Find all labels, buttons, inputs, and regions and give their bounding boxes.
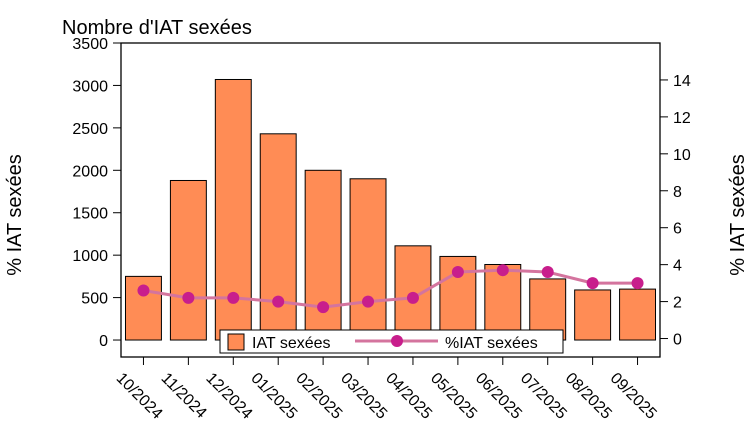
- x-tick-label: 06/2025: [472, 370, 525, 423]
- x-tick-label: 07/2025: [517, 370, 570, 423]
- legend-line-label: %IAT sexées: [445, 335, 538, 352]
- line-point: [182, 291, 195, 304]
- legend-line-marker: [391, 335, 403, 347]
- bar: [124, 275, 162, 341]
- bar: [169, 179, 207, 341]
- x-tick-label: 11/2024: [158, 370, 210, 422]
- line-series: [143, 268, 638, 309]
- line-point: [541, 266, 554, 279]
- line-point: [272, 295, 285, 308]
- line-point: [586, 277, 599, 290]
- right-tick-label: 10: [673, 147, 691, 164]
- line-point: [496, 264, 509, 277]
- right-tick-label: 14: [673, 73, 691, 90]
- right-tick-label: 2: [673, 295, 682, 312]
- left-tick-label: 2000: [72, 163, 108, 180]
- left-tick-label: 1500: [72, 206, 108, 223]
- x-tick-label: 12/2024: [202, 370, 255, 423]
- line-point: [406, 291, 419, 304]
- bar: [484, 263, 522, 341]
- y-axis-right-label: % IAT sexées: [727, 154, 749, 276]
- line-point: [317, 301, 330, 314]
- x-tick-label: 10/2024: [113, 370, 166, 423]
- x-tick-label: 08/2025: [562, 370, 615, 423]
- legend-bar-swatch: [227, 333, 245, 351]
- left-tick-label: 2500: [72, 121, 108, 138]
- bar: [304, 169, 342, 341]
- legend-bar-label: IAT sexées: [252, 335, 331, 352]
- bar: [349, 178, 387, 341]
- left-axis: 0 500 1000 1500 2000 2500 3000 3500: [72, 36, 121, 350]
- legend: IAT sexées %IAT sexées: [219, 329, 564, 354]
- right-tick-label: 12: [673, 110, 691, 127]
- bar: [259, 133, 297, 341]
- bar: [574, 289, 612, 341]
- left-tick-label: 3000: [72, 78, 108, 95]
- right-axis: 0 2 4 6 8 10 12 14: [660, 73, 691, 349]
- x-tick-label: 05/2025: [427, 370, 480, 423]
- x-axis: 10/202411/202412/202401/202502/202503/20…: [113, 357, 660, 423]
- left-tick-label: 500: [81, 291, 108, 308]
- x-tick-label: 09/2025: [607, 370, 660, 423]
- right-tick-label: 0: [673, 332, 682, 349]
- x-tick-label: 01/2025: [247, 370, 300, 423]
- left-tick-label: 1000: [72, 248, 108, 265]
- right-tick-label: 4: [673, 258, 682, 275]
- line-point: [451, 266, 464, 279]
- x-tick-label: 02/2025: [292, 370, 345, 423]
- bar: [619, 288, 657, 341]
- line-point: [227, 291, 240, 304]
- plot-frame: [120, 42, 661, 358]
- left-tick-label: 0: [99, 333, 108, 350]
- line-point: [362, 295, 375, 308]
- right-tick-label: 6: [673, 221, 682, 238]
- right-tick-label: 8: [673, 184, 682, 201]
- x-tick-label: 04/2025: [382, 370, 435, 423]
- x-tick-label: 03/2025: [337, 370, 390, 423]
- line-point: [137, 284, 150, 297]
- y-axis-left-label: % IAT sexées: [4, 154, 26, 276]
- left-tick-label: 3500: [72, 36, 108, 53]
- line-series-group: [137, 264, 644, 314]
- line-point: [631, 277, 644, 290]
- chart-title: Nombre d'IAT sexées: [62, 17, 252, 39]
